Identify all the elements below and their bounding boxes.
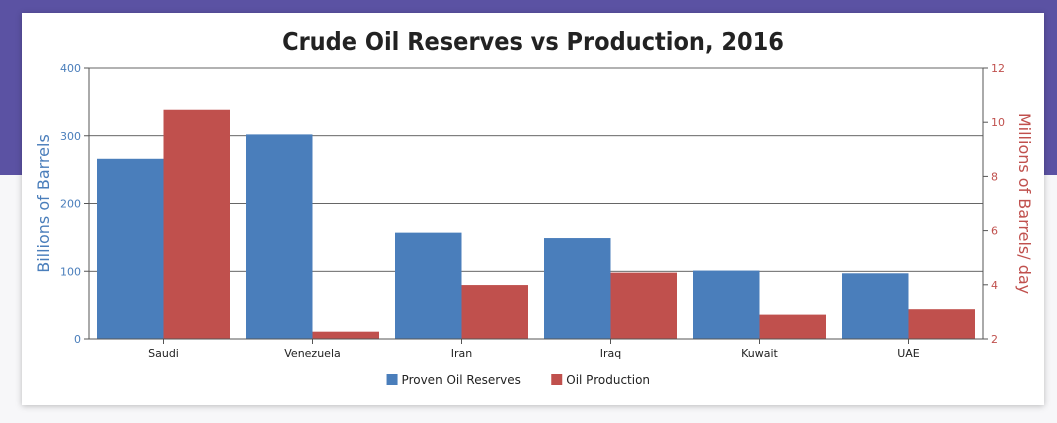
y2-tick-label: 12 (991, 62, 1005, 75)
grid-lines (89, 67, 983, 272)
x-tick-label: Kuwait (741, 347, 778, 360)
chart-svg: Crude Oil Reserves vs Production, 2016 0… (34, 27, 1034, 387)
bars (97, 109, 976, 339)
x-tick-label: Venezuela (284, 347, 341, 360)
x-tick-label: Iraq (600, 347, 622, 360)
y2-axis-title: Millions of Barrels/ day (1015, 113, 1034, 294)
x-tick-label: Saudi (148, 347, 179, 360)
y-tick-label: 400 (60, 62, 81, 75)
bar[interactable] (312, 331, 380, 339)
bar[interactable] (759, 314, 827, 339)
legend-item-label[interactable]: Proven Oil Reserves (402, 373, 521, 387)
chart-card: Crude Oil Reserves vs Production, 2016 0… (22, 13, 1044, 405)
bar[interactable] (544, 238, 611, 339)
bar[interactable] (693, 270, 760, 339)
legend[interactable]: Proven Oil Reserves Oil Production (386, 373, 650, 387)
y-axis-title: Billions of Barrels (34, 134, 53, 273)
bar[interactable] (842, 273, 909, 339)
legend-marker[interactable] (386, 374, 398, 385)
y-tick-label: 100 (60, 265, 81, 278)
y2-tick-label: 6 (991, 225, 998, 238)
legend-item-label[interactable]: Oil Production (566, 373, 650, 387)
legend-marker[interactable] (551, 374, 563, 385)
bar[interactable] (908, 309, 976, 339)
y2-tick-label: 10 (991, 116, 1005, 129)
bar[interactable] (97, 158, 164, 339)
bar[interactable] (461, 285, 529, 339)
bar[interactable] (610, 272, 678, 339)
y-tick-label: 300 (60, 130, 81, 143)
y2-tick-label: 4 (991, 279, 998, 292)
bar[interactable] (163, 109, 231, 339)
y2-tick-label: 8 (991, 170, 998, 183)
axes: 0 100 200 300 400 2 4 6 8 10 12 Saudi Venezuela Iran I… (60, 62, 1005, 360)
chart-title: Crude Oil Reserves vs Production, 2016 (282, 27, 784, 56)
bar[interactable] (395, 232, 462, 339)
x-tick-label: UAE (897, 347, 920, 360)
y-tick-label: 200 (60, 198, 81, 211)
y2-tick-label: 2 (991, 333, 998, 346)
x-tick-label: Iran (451, 347, 473, 360)
bar[interactable] (246, 134, 313, 339)
y-tick-label: 0 (74, 333, 81, 346)
